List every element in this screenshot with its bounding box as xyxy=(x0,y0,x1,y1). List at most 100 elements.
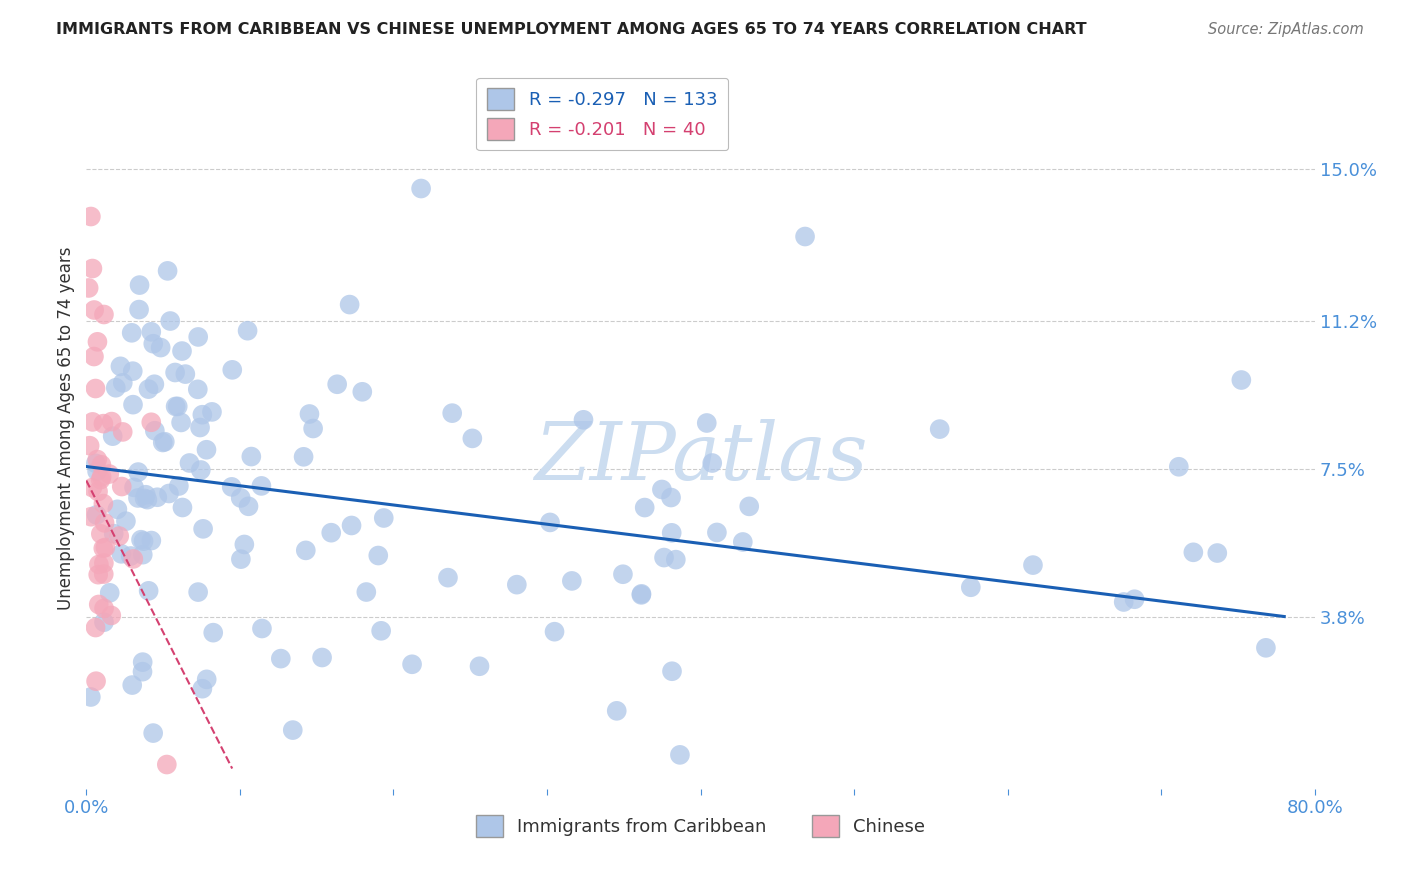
Point xyxy=(630,587,652,601)
Point xyxy=(1112,595,1135,609)
Point xyxy=(104,381,127,395)
Point xyxy=(221,363,243,377)
Point xyxy=(115,514,138,528)
Point xyxy=(188,420,211,434)
Point xyxy=(294,543,316,558)
Legend: Immigrants from Caribbean, Chinese: Immigrants from Caribbean, Chinese xyxy=(468,808,932,845)
Point xyxy=(111,425,134,439)
Text: Source: ZipAtlas.com: Source: ZipAtlas.com xyxy=(1208,22,1364,37)
Point xyxy=(87,558,110,572)
Point xyxy=(959,580,981,594)
Point xyxy=(79,439,101,453)
Point xyxy=(122,398,145,412)
Point xyxy=(122,552,145,566)
Point xyxy=(339,297,361,311)
Point xyxy=(195,442,218,457)
Point xyxy=(94,541,117,555)
Point xyxy=(461,431,484,445)
Point xyxy=(93,567,115,582)
Point xyxy=(107,502,129,516)
Point xyxy=(86,464,108,478)
Point xyxy=(143,377,166,392)
Point xyxy=(153,434,176,449)
Point xyxy=(321,525,343,540)
Point xyxy=(90,526,112,541)
Point xyxy=(166,400,188,414)
Point xyxy=(356,585,378,599)
Point xyxy=(543,624,565,639)
Point xyxy=(90,473,112,487)
Point xyxy=(141,325,163,339)
Y-axis label: Unemployment Among Ages 65 to 74 years: Unemployment Among Ages 65 to 74 years xyxy=(58,247,75,610)
Point xyxy=(149,341,172,355)
Point xyxy=(121,326,143,340)
Point xyxy=(101,429,124,443)
Point xyxy=(142,336,165,351)
Point xyxy=(111,376,134,390)
Point xyxy=(373,511,395,525)
Point xyxy=(127,465,149,479)
Point xyxy=(98,467,121,481)
Point xyxy=(80,210,103,224)
Point xyxy=(121,678,143,692)
Point xyxy=(191,681,214,696)
Point xyxy=(91,541,114,556)
Point xyxy=(561,574,583,588)
Point xyxy=(236,324,259,338)
Point xyxy=(170,416,193,430)
Point xyxy=(87,567,110,582)
Point xyxy=(174,367,197,381)
Point xyxy=(1167,459,1189,474)
Point xyxy=(202,625,225,640)
Point xyxy=(172,500,194,515)
Point xyxy=(270,651,292,665)
Point xyxy=(90,458,112,472)
Point xyxy=(468,659,491,673)
Point xyxy=(187,382,209,396)
Point xyxy=(122,480,145,494)
Point xyxy=(120,549,142,563)
Point xyxy=(1022,558,1045,573)
Point xyxy=(84,382,107,396)
Point xyxy=(156,264,179,278)
Point xyxy=(665,552,688,566)
Point xyxy=(103,526,125,541)
Point xyxy=(132,534,155,549)
Point xyxy=(90,469,112,483)
Point xyxy=(157,486,180,500)
Point xyxy=(86,508,108,522)
Point xyxy=(93,417,115,431)
Point xyxy=(141,533,163,548)
Point xyxy=(138,382,160,396)
Point xyxy=(794,229,817,244)
Point xyxy=(506,577,529,591)
Point xyxy=(652,550,675,565)
Point xyxy=(82,261,104,276)
Point xyxy=(311,650,333,665)
Point xyxy=(738,500,761,514)
Point xyxy=(152,435,174,450)
Point xyxy=(156,757,179,772)
Point xyxy=(702,456,724,470)
Point xyxy=(229,491,252,505)
Point xyxy=(100,415,122,429)
Point xyxy=(1230,373,1253,387)
Point xyxy=(538,516,561,530)
Point xyxy=(84,674,107,689)
Point xyxy=(634,500,657,515)
Point xyxy=(143,424,166,438)
Point xyxy=(136,492,159,507)
Point xyxy=(340,518,363,533)
Point xyxy=(326,377,349,392)
Point xyxy=(127,491,149,505)
Point xyxy=(731,535,754,549)
Point xyxy=(111,479,134,493)
Point xyxy=(201,405,224,419)
Point xyxy=(129,533,152,547)
Point xyxy=(80,690,103,704)
Text: ZIPatlas: ZIPatlas xyxy=(534,418,868,496)
Point xyxy=(98,586,121,600)
Point xyxy=(1182,545,1205,559)
Point xyxy=(221,480,243,494)
Point xyxy=(146,490,169,504)
